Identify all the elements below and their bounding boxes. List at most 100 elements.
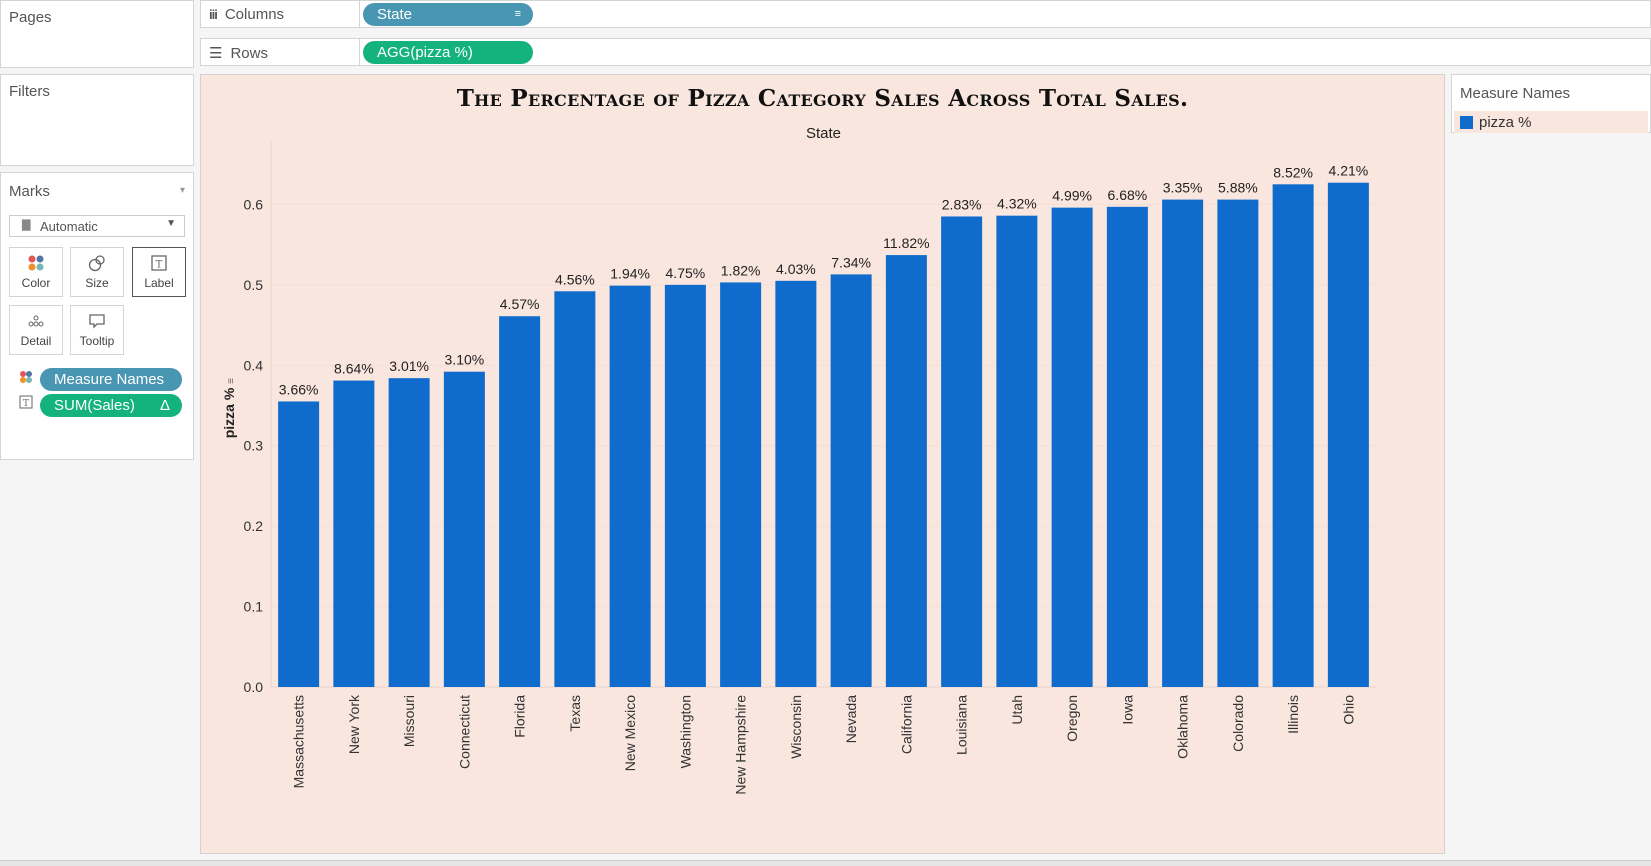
marks-panel: Marks ▾ ▇ Automatic ▼ Color Size T Label… [0, 172, 194, 460]
bar-chart: State 0.0 0.1 0.2 0.3 0.4 0.5 0.6 pizza % ≡ 3.66% M… [221, 125, 1376, 795]
bar [278, 401, 320, 687]
marks-menu-chevron-icon[interactable]: ▾ [179, 185, 185, 196]
bar-data-label: 1.94% [610, 266, 650, 282]
label-icon: T [133, 254, 185, 272]
x-tick-label: Texas [567, 695, 583, 732]
label-field-icon: T [19, 395, 33, 414]
size-button[interactable]: Size [70, 247, 124, 297]
bar [775, 280, 817, 687]
color-field-icon [19, 370, 33, 389]
bar-data-label: 8.52% [1273, 164, 1313, 180]
x-tick-label: Colorado [1230, 695, 1246, 752]
bar-data-label: 4.57% [500, 296, 540, 312]
state-pill-label: State [377, 6, 413, 23]
color-button-label: Color [21, 276, 51, 290]
x-tick-label: New Hampshire [733, 695, 749, 795]
columns-shelf-label: Columns [224, 6, 285, 23]
svg-text:T: T [23, 399, 29, 409]
sum-sales-pill-label: SUM(Sales) [54, 397, 135, 414]
bar [720, 282, 762, 687]
state-pill[interactable]: State ≡ [363, 3, 533, 26]
bar-data-label: 4.75% [666, 265, 706, 281]
y-tick-label: 0.1 [244, 599, 264, 615]
x-tick-label: Massachusetts [291, 695, 307, 788]
bar [388, 378, 430, 687]
tooltip-button-label: Tooltip [79, 334, 115, 348]
y-axis-label: pizza % [221, 387, 237, 438]
bar [996, 215, 1038, 687]
bar-data-label: 2.83% [942, 196, 982, 212]
legend-item[interactable]: pizza % [1454, 111, 1648, 133]
sort-icon: ≡ [226, 378, 237, 384]
bar [443, 371, 485, 687]
bar [609, 285, 651, 687]
chart-area: The Percentage of Pizza Category Sales A… [200, 74, 1445, 854]
measure-names-pill[interactable]: Measure Names [40, 368, 182, 391]
label-button[interactable]: T Label [132, 247, 186, 297]
x-tick-label: Iowa [1119, 695, 1135, 725]
legend-item-label: pizza % [1479, 113, 1532, 131]
bar-chart-icon: ▇ [22, 219, 31, 231]
sheet-tabs-strip [0, 860, 1651, 866]
size-button-label: Size [85, 276, 109, 290]
x-tick-label: California [898, 695, 914, 754]
bar [554, 291, 596, 687]
y-tick-label: 0.2 [244, 518, 264, 534]
rows-icon: ☰ [209, 45, 223, 62]
marks-panel-title: Marks [9, 183, 50, 200]
mark-type-value: Automatic [40, 219, 98, 234]
sort-descending-icon: ≡ [514, 8, 521, 20]
x-tick-label: Illinois [1285, 695, 1301, 734]
tooltip-button[interactable]: Tooltip [70, 305, 124, 355]
bar-data-label: 8.64% [334, 361, 374, 377]
x-tick-label: New Mexico [622, 695, 638, 771]
pages-panel-title: Pages [9, 9, 52, 26]
bar-data-label: 3.66% [279, 381, 319, 397]
x-tick-label: Washington [677, 695, 693, 768]
columns-shelf[interactable]: iii Columns State ≡ [200, 0, 1651, 28]
bar [1327, 182, 1369, 687]
agg-pizza-pill[interactable]: AGG(pizza %) [363, 41, 533, 64]
color-button[interactable]: Color [9, 247, 63, 297]
bar-data-label: 1.82% [721, 262, 761, 278]
column-header: State [806, 125, 841, 142]
bar [1051, 207, 1093, 687]
delta-icon: Δ [159, 397, 170, 414]
filters-panel[interactable]: Filters [0, 74, 194, 166]
y-tick-label: 0.3 [244, 438, 264, 454]
bar [1272, 184, 1314, 687]
bar-data-label: 5.88% [1218, 180, 1258, 196]
rows-shelf[interactable]: ☰ Rows AGG(pizza %) [200, 38, 1651, 66]
filters-panel-title: Filters [9, 83, 50, 100]
bar-data-label: 4.32% [997, 196, 1037, 212]
bar [1162, 199, 1204, 687]
legend-swatch [1460, 115, 1473, 129]
x-tick-label: Ohio [1340, 695, 1356, 725]
sum-sales-pill[interactable]: SUM(Sales) Δ [40, 394, 182, 417]
color-icon [10, 254, 62, 272]
bar [1217, 199, 1259, 687]
y-tick-label: 0.0 [244, 679, 264, 695]
columns-icon: iii [209, 7, 218, 22]
pages-panel: Pages [0, 0, 194, 68]
x-tick-label: Connecticut [456, 695, 472, 769]
x-tick-label: Oklahoma [1175, 695, 1191, 759]
mark-type-dropdown[interactable]: ▇ Automatic ▼ [9, 215, 185, 237]
measure-names-pill-label: Measure Names [54, 371, 165, 388]
bar-data-label: 11.82% [883, 235, 929, 251]
detail-button[interactable]: Detail [9, 305, 63, 355]
bar-data-label: 3.01% [389, 358, 429, 374]
bar [499, 316, 541, 687]
x-tick-label: Nevada [843, 695, 859, 743]
x-tick-label: Louisiana [954, 695, 970, 755]
detail-icon [10, 312, 62, 330]
bar-data-label: 4.99% [1052, 188, 1092, 204]
bar-data-label: 4.21% [1329, 163, 1369, 179]
x-tick-label: Wisconsin [788, 695, 804, 759]
x-tick-label: New York [346, 694, 362, 754]
rows-shelf-label: Rows [230, 44, 268, 62]
bar-data-label: 4.03% [776, 261, 816, 277]
tooltip-icon [71, 312, 123, 330]
bar [830, 274, 872, 687]
size-icon [71, 254, 123, 272]
